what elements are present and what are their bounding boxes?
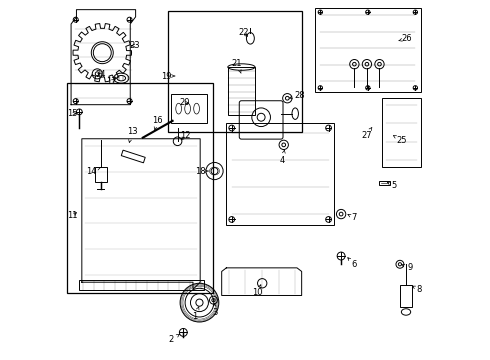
- Text: 13: 13: [127, 127, 137, 143]
- Bar: [226, 123, 334, 225]
- Text: 5: 5: [388, 181, 396, 190]
- Text: 14: 14: [86, 167, 100, 176]
- Bar: [168, 12, 302, 132]
- Text: 1: 1: [192, 306, 199, 321]
- Bar: [228, 67, 255, 116]
- Text: 28: 28: [290, 91, 305, 100]
- Text: 8: 8: [413, 285, 421, 294]
- Text: 21: 21: [232, 59, 243, 73]
- Bar: [95, 167, 107, 182]
- Text: 9: 9: [402, 264, 413, 273]
- Text: 27: 27: [361, 127, 372, 140]
- Text: 22: 22: [238, 28, 248, 37]
- Text: 16: 16: [152, 116, 163, 130]
- Text: 11: 11: [67, 211, 77, 220]
- Text: 15: 15: [67, 109, 77, 118]
- Bar: [400, 285, 412, 307]
- Text: 7: 7: [348, 213, 357, 222]
- Text: 4: 4: [280, 150, 285, 165]
- Bar: [122, 150, 145, 163]
- Text: 23: 23: [129, 41, 140, 50]
- Text: 2: 2: [169, 334, 179, 344]
- Text: 3: 3: [212, 303, 217, 317]
- Text: 17: 17: [106, 77, 117, 86]
- Text: 20: 20: [179, 98, 190, 107]
- Bar: [379, 181, 390, 185]
- Text: 25: 25: [393, 136, 407, 145]
- Text: 19: 19: [162, 72, 175, 81]
- Text: 12: 12: [181, 131, 191, 140]
- Text: 10: 10: [252, 285, 263, 297]
- Bar: [382, 98, 421, 167]
- Bar: [68, 83, 213, 293]
- Bar: [315, 8, 421, 92]
- Text: 26: 26: [399, 34, 413, 43]
- Bar: [172, 94, 207, 123]
- Text: 24: 24: [96, 71, 106, 80]
- Bar: [79, 280, 204, 291]
- Text: 6: 6: [348, 258, 357, 269]
- Text: 18: 18: [195, 167, 208, 176]
